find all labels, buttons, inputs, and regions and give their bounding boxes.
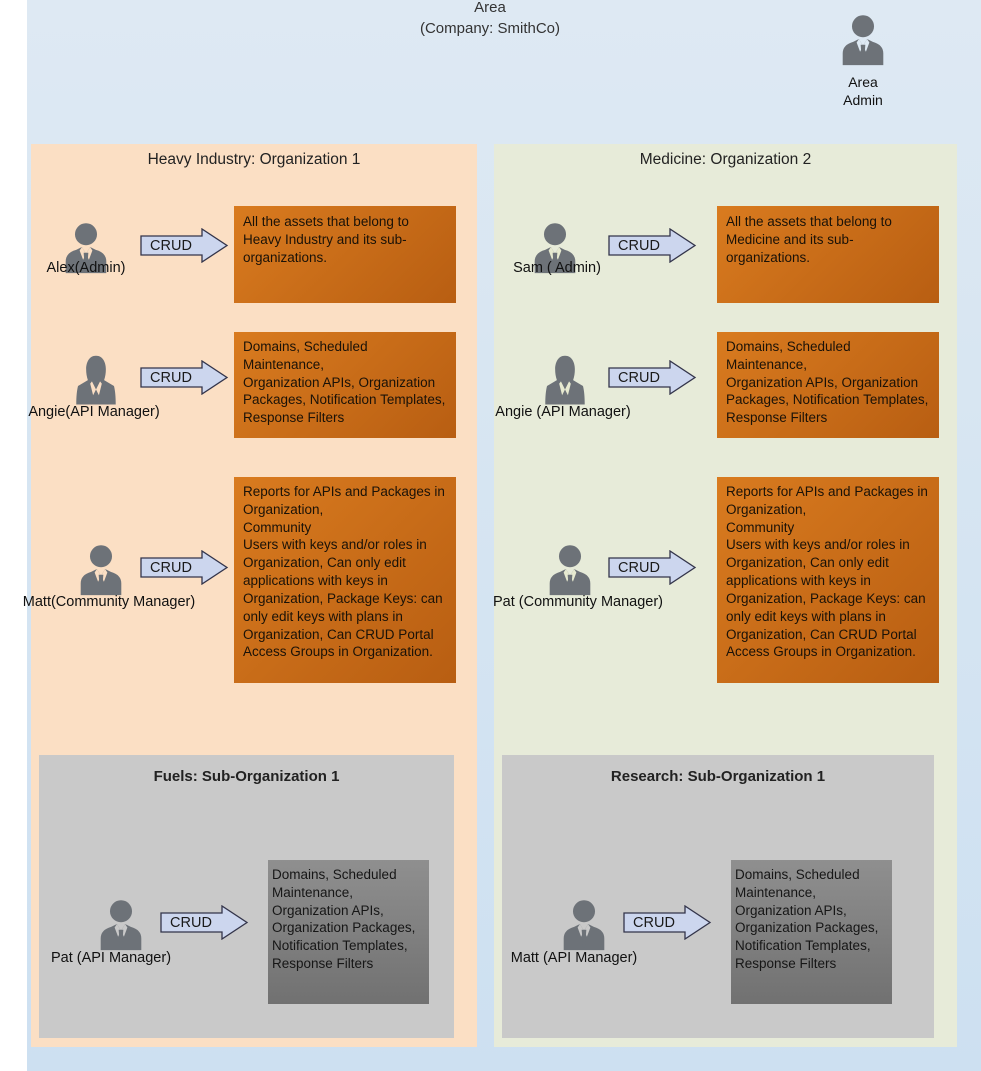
svg-text:CRUD: CRUD (618, 560, 660, 576)
svg-text:CRUD: CRUD (618, 370, 660, 386)
svg-text:CRUD: CRUD (618, 238, 660, 254)
svg-text:CRUD: CRUD (150, 560, 192, 576)
svg-text:CRUD: CRUD (170, 915, 212, 931)
svg-text:CRUD: CRUD (150, 238, 192, 254)
svg-text:CRUD: CRUD (150, 370, 192, 386)
svg-text:CRUD: CRUD (633, 915, 675, 931)
